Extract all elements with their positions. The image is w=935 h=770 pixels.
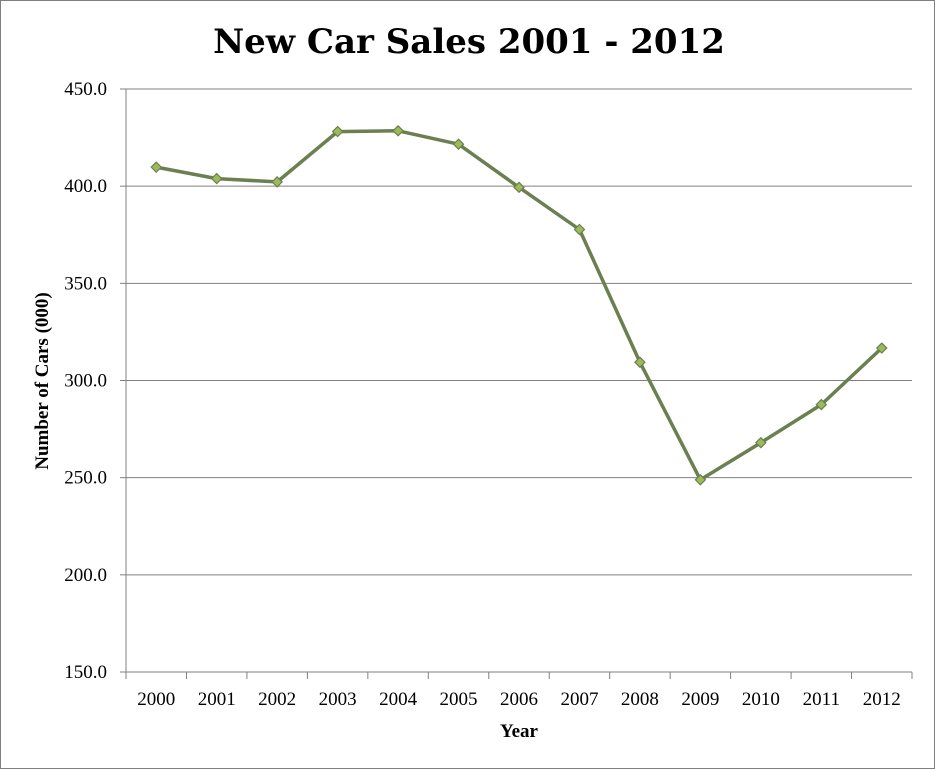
data-point-2010 (754, 436, 767, 449)
x-tick-label: 2008 (621, 689, 659, 710)
data-point-2006 (513, 181, 525, 194)
x-tick-label: 2005 (440, 689, 478, 710)
x-tick-label: 2006 (500, 689, 538, 710)
data-point-2001 (210, 172, 223, 185)
data-point-2000 (150, 161, 163, 173)
x-axis-tick-labels: 2000 2001 2002 2003 2004 2005 2006 2007 2008 2009… (137, 689, 901, 710)
y-tick-label: 150.0 (64, 662, 107, 683)
data-point-2012 (875, 342, 888, 354)
x-tick-label: 2001 (198, 689, 236, 710)
x-tick-label: 2011 (803, 689, 840, 710)
x-tick-label: 2009 (681, 689, 719, 710)
y-tick-label: 400.0 (64, 176, 107, 197)
y-tick-label: 350.0 (64, 273, 107, 294)
y-tick-label: 300.0 (64, 371, 107, 392)
y-tick-label: 200.0 (64, 565, 107, 586)
data-point-2005 (452, 138, 465, 151)
data-point-2009 (694, 473, 707, 486)
x-tick-label: 2000 (137, 689, 175, 710)
x-axis-title: Year (500, 721, 539, 742)
x-tick-label: 2012 (863, 689, 901, 710)
x-tick-label: 2003 (319, 689, 357, 710)
gridlines (126, 88, 912, 576)
data-series (150, 124, 888, 486)
x-tick-label: 2002 (258, 689, 296, 710)
y-tick-label: 250.0 (64, 468, 107, 489)
x-tick-label: 2007 (560, 689, 598, 710)
data-point-2008 (634, 356, 646, 369)
y-axis-tick-labels: 150.0 200.0 250.0 300.0 350.0 400.0 450.0 (64, 79, 107, 683)
data-point-2007 (573, 223, 586, 236)
data-point-2002 (271, 176, 284, 188)
data-point-2011 (815, 398, 828, 411)
y-axis-title: Number of Cars (000) (32, 292, 53, 470)
data-point-2003 (331, 125, 344, 138)
chart-title: New Car Sales 2001 - 2012 (213, 22, 725, 62)
x-tick-label: 2010 (742, 689, 780, 710)
axes (120, 88, 913, 679)
data-point-2004 (392, 124, 404, 137)
y-tick-label: 450.0 (64, 79, 107, 100)
x-tick-label: 2004 (379, 689, 418, 710)
